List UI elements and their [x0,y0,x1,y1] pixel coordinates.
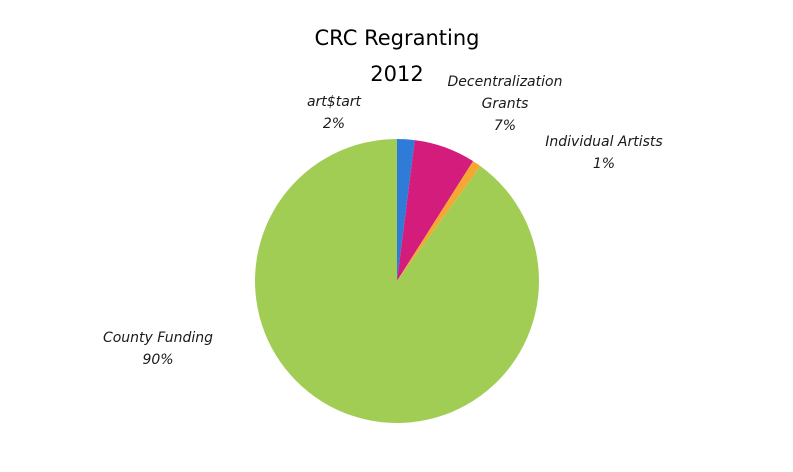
chart-title-line-1: CRC Regranting [315,26,480,50]
data-label-category: Individual Artists [545,134,662,150]
pie-slice-individual-artists [397,161,481,281]
pie-slices [255,139,540,423]
data-label-category: art$tart [307,94,362,110]
data-label-category: County Funding [103,330,213,346]
data-label-category: Grants [482,96,529,112]
chart-title-line-2: 2012 [370,62,423,86]
data-label-percent: 90% [142,352,173,368]
pie-slice-county-funding [255,139,540,423]
data-label-art-tart: art$tart 2% [307,94,362,132]
data-label-county-funding: County Funding 90% [103,330,213,368]
data-label-decentralization-grants: Decentralization Grants 7% [448,74,563,134]
data-label-individual-artists: Individual Artists 1% [545,134,662,172]
data-label-percent: 1% [593,156,615,172]
pie-slice-decentralization-grants [397,140,474,281]
pie-slice-art-tart [397,139,415,281]
data-label-percent: 2% [323,116,345,132]
data-label-category: Decentralization [448,74,563,90]
data-label-percent: 7% [494,118,516,134]
data-labels: art$tart 2% Decentralization Grants 7% Indivi… [103,74,663,368]
